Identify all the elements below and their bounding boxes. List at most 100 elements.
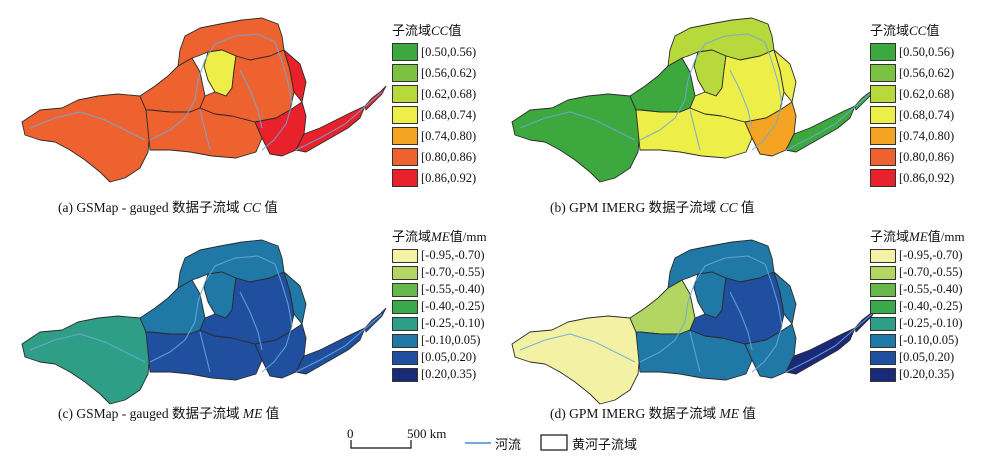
subbasin-west [511,315,641,405]
subbasin-west [21,93,151,183]
legend-label: [-0.10,0.05) [421,333,481,347]
legend-label: [-0.55,-0.40) [899,282,963,296]
map-panel-d: 子流域ME值/mm [-0.95,-0.70) [-0.70,-0.55) [-0.5… [490,222,1000,432]
scale-end-label: 500 km [407,426,447,441]
legend-item: [0.05,0.20) [870,350,965,365]
river-line [639,255,766,363]
river-line [751,41,783,151]
legend-swatch [392,43,418,61]
river-line [295,313,383,373]
legend-label: [-0.10,0.05) [899,333,959,347]
legend-swatch [870,265,896,280]
legend-label: [-0.40,-0.25) [899,299,963,313]
scale-start-label: 0 [347,426,354,441]
legend-item: [0.56,0.62) [392,64,476,82]
legend-label: [-0.25,-0.10) [421,316,485,330]
legend-label: [-0.40,-0.25) [421,299,485,313]
legend-label: [0.86,0.92) [421,170,477,185]
legend-swatch [392,148,418,166]
subbasin-north [667,17,775,67]
legend-item: [0.05,0.20) [392,350,487,365]
legend-item: [0.50,0.56) [870,43,954,61]
map-b [511,17,877,183]
legend-swatch [392,248,418,263]
legend-item: [-0.70,-0.55) [870,265,965,280]
river-line [519,333,636,363]
subbasin-se [254,101,307,157]
legend-title: 子流域CC值 [392,23,462,38]
caption-a: (a) GSMap - gauged 数据子流域 CC 值 [58,200,278,215]
legend-item: [0.80,0.86) [392,148,476,166]
subbasin-nw [139,57,206,113]
legend-item: [-0.25,-0.10) [392,316,487,331]
legend-cc-a: 子流域CC值 [0.50,0.56) [0.56,0.62) [0.62,0.68) [… [392,22,476,187]
legend-label: [0.68,0.74) [899,107,955,122]
river-line [295,91,383,151]
subbasin-se [254,323,307,379]
legend-swatch [392,265,418,280]
legend-item: [0.62,0.68) [870,85,954,103]
legend-label: [0.56,0.62) [421,65,477,80]
subbasin-west [21,315,151,405]
subbasin-north [177,239,285,289]
legend-label: [0.62,0.68) [899,86,955,101]
legend-swatch [392,299,418,314]
legend-swatch [392,169,418,187]
legend-item: [-0.10,0.05) [392,333,487,348]
legend-swatch [392,350,418,365]
legend-swatch [392,367,418,382]
legend-item: [0.68,0.74) [392,106,476,124]
river-line [199,331,211,373]
legend-label: [0.20,0.35) [899,367,955,381]
subbasin-tail [785,105,856,153]
river-line [261,263,293,373]
legend-label: [0.56,0.62) [899,65,955,80]
subbasin-nw [629,57,696,113]
legend-item: [0.74,0.80) [392,127,476,145]
caption-b: (b) GPM IMERG 数据子流域 CC 值 [550,200,755,215]
legend-label: [0.74,0.80) [899,128,955,143]
subbasin-tail [295,105,366,153]
map-panel-a: 子流域CC值 [0.50,0.56) [0.56,0.62) [0.62,0.68) [… [0,0,500,220]
subbasin-legend-box [540,434,568,451]
legend-swatch [870,85,896,103]
river-line [519,111,636,141]
legend-swatch [870,350,896,365]
subbasin-se [744,323,797,379]
legend-me-c: 子流域ME值/mm [-0.95,-0.70) [-0.70,-0.55) [-0.5… [392,228,487,382]
legend-item: [-0.10,0.05) [870,333,965,348]
legend-item: [-0.95,-0.70) [870,248,965,263]
river-line [689,331,701,373]
map-d [511,239,877,405]
legend-swatch [392,85,418,103]
river-line [689,109,701,151]
legend-swatch [392,333,418,348]
river-line [149,33,276,141]
legend-item: [0.68,0.74) [870,106,954,124]
legend-label: [0.74,0.80) [421,128,477,143]
subbasin-nw [629,279,696,335]
legend-item: [0.86,0.92) [392,169,476,187]
subbasin-tail [295,327,366,375]
subbasin-nw [139,279,206,335]
legend-swatch [392,127,418,145]
map-c [21,239,387,405]
river-line [785,313,873,373]
legend-swatch [870,333,896,348]
legend-swatch [870,127,896,145]
subbasin-north [667,239,775,289]
river-line [239,69,263,129]
subbasin-se [744,101,797,157]
legend-label: [0.86,0.92) [899,170,955,185]
map-panel-b: 子流域CC值 [0.50,0.56) [0.56,0.62) [0.62,0.68) [… [490,0,1000,220]
legend-swatch [392,64,418,82]
legend-label: [0.50,0.56) [899,44,955,59]
legend-label: [-0.70,-0.55) [899,265,963,279]
legend-title: 子流域CC值 [870,23,940,38]
legend-swatch [870,367,896,382]
legend-label: [0.68,0.74) [421,107,477,122]
legend-label: [0.62,0.68) [421,86,477,101]
legend-swatch [392,316,418,331]
legend-title: 子流域ME值/mm [392,229,487,244]
legend-label: [-0.55,-0.40) [421,282,485,296]
